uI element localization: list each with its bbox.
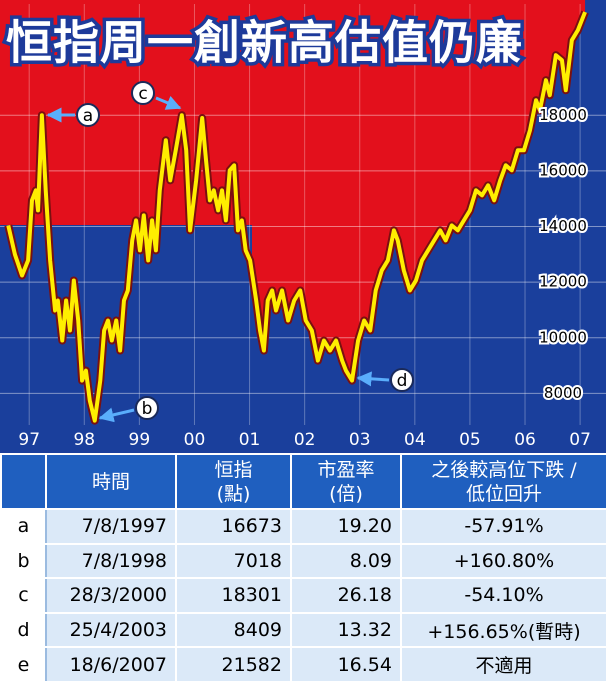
annotation-arrow: [98, 407, 135, 423]
table-row: e 18/6/2007 21582 16.54 不適用: [0, 646, 606, 683]
line: [6, 11, 587, 423]
annotation-label: c: [138, 84, 147, 104]
table-row: a 7/8/1997 16673 19.20 -57.91%: [0, 508, 606, 545]
table-row: b 7/8/1998 7018 8.09 +160.80%: [0, 542, 606, 580]
header-text: 時間: [91, 470, 130, 493]
header-cell: 市盈率 (倍): [290, 453, 402, 510]
x-tick-label: 00: [184, 430, 206, 450]
x-tick-label: 07: [569, 430, 591, 450]
table-cell: d: [0, 611, 47, 649]
header-text: (倍): [329, 482, 363, 505]
table-row: d 25/4/2003 8409 13.32 +156.65%(暫時): [0, 611, 606, 649]
annotation-label: b: [142, 399, 153, 419]
x-tick-label: 06: [514, 430, 536, 450]
header-text: 低位回升: [465, 482, 542, 505]
table-row: c 28/3/2000 18301 26.18 -54.10%: [0, 577, 606, 614]
table-cell: 不適用: [400, 646, 606, 683]
table-cell: 16.54: [290, 646, 402, 683]
table-cell: 26.18: [290, 577, 402, 614]
x-tick-label: 02: [294, 430, 316, 450]
y-tick-label: 12000: [539, 273, 587, 291]
header-cell: [0, 453, 47, 510]
red-background: [252, 0, 586, 381]
table-cell: 19.20: [290, 508, 402, 545]
table-cell: +160.80%: [400, 542, 606, 580]
table-cell: 16673: [175, 508, 292, 545]
table-cell: 8.09: [290, 542, 402, 580]
table-cell: -57.91%: [400, 508, 606, 545]
table-cell: 13.32: [290, 611, 402, 649]
table-cell: 7/8/1998: [45, 542, 177, 580]
annotation-circle: [390, 368, 414, 392]
header-cell: 之後較高位下跌 / 低位回升: [400, 453, 606, 510]
table-cell: b: [0, 542, 47, 580]
header-cell: 恒指 (點): [175, 453, 292, 510]
table-cell: -54.10%: [400, 577, 606, 614]
x-tick-label: 01: [239, 430, 261, 450]
annotation-arrow: [356, 371, 390, 387]
table-cell: 18/6/2007: [45, 646, 177, 683]
table-cell: 7018: [175, 542, 292, 580]
header-text: 市盈率: [317, 458, 375, 481]
table-cell: 25/4/2003: [45, 611, 177, 649]
annotation-circle: [135, 396, 159, 420]
y-tick-label: 16000: [539, 161, 587, 179]
y-tick-label: 18000: [539, 106, 587, 124]
table-cell: 28/3/2000: [45, 577, 177, 614]
chart: a b c d 8000 10000 12000 14000 16000 18000 97 98 99…: [0, 0, 606, 453]
table-cell: 8409: [175, 611, 292, 649]
header-text: (點): [216, 482, 251, 505]
header-text: 之後較高位下跌 /: [431, 458, 577, 481]
table-cell: c: [0, 577, 47, 614]
x-tick-label: 98: [73, 430, 95, 450]
header-text: 恒指: [214, 458, 253, 481]
table-cell: 18301: [175, 577, 292, 614]
x-axis-band: [0, 425, 606, 453]
annotation-label: a: [83, 106, 93, 126]
data-table: 時間 恒指 (點) 市盈率 (倍) 之後較高位下跌 / 低位回升 a 7/8/1997 1667…: [0, 453, 606, 683]
table-cell: 7/8/1997: [45, 508, 177, 545]
table-cell: +156.65%(暫時): [400, 611, 606, 649]
x-tick-label: 99: [129, 430, 151, 450]
table-cell: a: [0, 508, 47, 545]
annotation-label: d: [397, 371, 408, 391]
annotation-circle: [131, 81, 155, 105]
annotation-circle: [76, 103, 100, 127]
chart-title: 恒指周一創新高估值仍廉: [6, 16, 523, 70]
x-tick-label: 05: [459, 430, 481, 450]
y-tick-label: 10000: [539, 328, 587, 346]
annotation-arrow: [155, 95, 182, 110]
table-cell: e: [0, 646, 47, 683]
y-tick-label: 8000: [544, 384, 582, 402]
x-tick-label: 04: [404, 430, 426, 450]
table-cell: 21582: [175, 646, 292, 683]
header-cell: 時間: [45, 453, 177, 510]
x-tick-label: 03: [349, 430, 371, 450]
x-tick-label: 97: [18, 430, 40, 450]
y-tick-label: 14000: [539, 217, 587, 235]
